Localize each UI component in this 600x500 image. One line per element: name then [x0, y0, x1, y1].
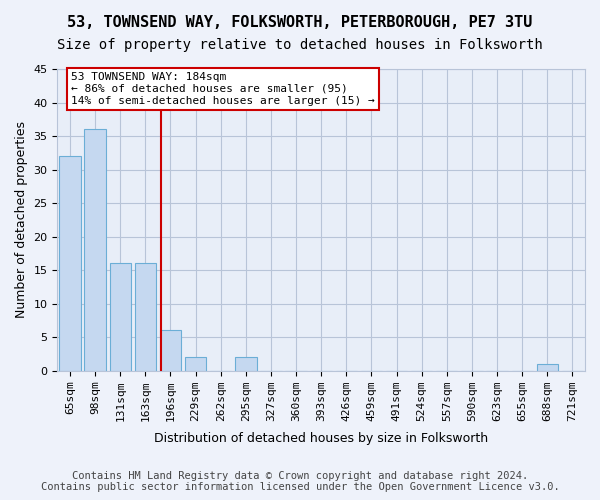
Y-axis label: Number of detached properties: Number of detached properties: [15, 122, 28, 318]
Bar: [134, 264, 156, 370]
Bar: [160, 330, 181, 370]
Text: Size of property relative to detached houses in Folksworth: Size of property relative to detached ho…: [57, 38, 543, 52]
Bar: [536, 364, 558, 370]
Bar: [235, 358, 257, 370]
Text: 53 TOWNSEND WAY: 184sqm
← 86% of detached houses are smaller (95)
14% of semi-de: 53 TOWNSEND WAY: 184sqm ← 86% of detache…: [71, 72, 375, 106]
Bar: [110, 264, 131, 370]
Text: Contains HM Land Registry data © Crown copyright and database right 2024.
Contai: Contains HM Land Registry data © Crown c…: [41, 471, 559, 492]
Bar: [59, 156, 80, 370]
Bar: [185, 358, 206, 370]
Text: 53, TOWNSEND WAY, FOLKSWORTH, PETERBOROUGH, PE7 3TU: 53, TOWNSEND WAY, FOLKSWORTH, PETERBOROU…: [67, 15, 533, 30]
X-axis label: Distribution of detached houses by size in Folksworth: Distribution of detached houses by size …: [154, 432, 488, 445]
Bar: [85, 130, 106, 370]
